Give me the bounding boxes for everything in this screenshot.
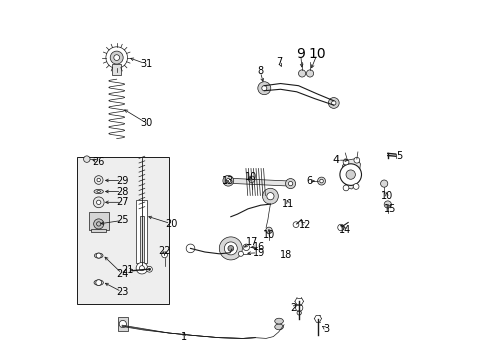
Text: 27: 27 (116, 197, 129, 207)
Bar (77, 157, 168, 304)
Circle shape (331, 101, 335, 105)
Circle shape (96, 280, 102, 285)
Circle shape (319, 179, 323, 183)
Text: 12: 12 (298, 220, 310, 230)
Text: 28: 28 (117, 186, 129, 197)
Bar (91, 229, 106, 232)
Circle shape (136, 262, 147, 274)
Circle shape (292, 222, 298, 228)
Text: 13: 13 (222, 176, 234, 186)
Ellipse shape (274, 324, 283, 330)
Text: 9: 9 (296, 47, 305, 61)
Circle shape (94, 219, 103, 229)
Circle shape (186, 244, 194, 253)
Circle shape (298, 70, 305, 77)
Ellipse shape (274, 318, 283, 324)
Text: 1: 1 (181, 332, 187, 342)
Circle shape (266, 193, 273, 200)
Ellipse shape (94, 189, 103, 194)
Text: 23: 23 (117, 287, 129, 297)
Circle shape (139, 266, 144, 271)
Circle shape (148, 268, 150, 270)
Circle shape (337, 224, 344, 231)
Circle shape (110, 51, 123, 64)
Circle shape (83, 156, 90, 162)
Text: 20: 20 (165, 219, 178, 229)
Bar (89, 212, 108, 230)
Bar (136, 200, 147, 263)
Text: 21: 21 (122, 265, 134, 275)
Text: 16: 16 (252, 242, 264, 252)
Text: 10: 10 (263, 230, 275, 240)
Text: 30: 30 (140, 118, 152, 128)
Circle shape (238, 251, 243, 256)
Text: 31: 31 (140, 59, 152, 69)
Text: 11: 11 (282, 199, 294, 210)
Circle shape (262, 188, 278, 204)
Text: 10: 10 (380, 191, 392, 201)
Circle shape (96, 200, 101, 204)
Polygon shape (333, 101, 335, 105)
Text: 15: 15 (384, 204, 396, 214)
Circle shape (146, 266, 152, 272)
Bar (118, 317, 127, 331)
Text: 19: 19 (252, 248, 264, 258)
Text: 7: 7 (276, 57, 282, 67)
Circle shape (352, 184, 358, 189)
Circle shape (328, 98, 339, 108)
Circle shape (93, 197, 104, 208)
Circle shape (380, 180, 387, 187)
Polygon shape (342, 158, 360, 189)
Text: 10: 10 (244, 172, 256, 183)
Circle shape (106, 47, 127, 68)
Text: 4: 4 (332, 155, 339, 165)
Text: 8: 8 (256, 66, 263, 76)
Circle shape (96, 253, 101, 258)
Text: 22: 22 (158, 246, 170, 256)
Circle shape (94, 176, 103, 184)
Circle shape (225, 179, 230, 183)
Text: 5: 5 (395, 150, 402, 161)
Circle shape (317, 177, 325, 185)
Circle shape (224, 242, 237, 255)
Circle shape (384, 201, 390, 208)
Text: 10: 10 (308, 47, 325, 61)
Circle shape (339, 164, 361, 185)
Text: 24: 24 (117, 269, 129, 279)
Circle shape (285, 179, 295, 189)
Circle shape (265, 227, 272, 234)
Circle shape (306, 70, 313, 77)
Text: 14: 14 (339, 225, 351, 235)
Circle shape (257, 82, 270, 95)
Circle shape (346, 170, 355, 179)
Text: 17: 17 (245, 237, 257, 247)
Circle shape (219, 237, 242, 260)
Text: 3: 3 (323, 324, 328, 334)
Ellipse shape (94, 280, 103, 285)
Text: 18: 18 (279, 250, 291, 260)
Circle shape (261, 86, 266, 91)
Text: 6: 6 (305, 176, 312, 186)
Circle shape (97, 178, 100, 182)
Bar (112, 64, 121, 75)
Text: 25: 25 (116, 215, 129, 225)
Circle shape (162, 252, 167, 258)
Circle shape (248, 176, 254, 183)
Circle shape (114, 55, 120, 60)
Circle shape (343, 159, 348, 165)
Circle shape (288, 181, 292, 186)
Ellipse shape (97, 190, 101, 192)
Polygon shape (227, 178, 290, 186)
Circle shape (243, 244, 249, 251)
Circle shape (343, 185, 348, 191)
Circle shape (223, 175, 233, 186)
Circle shape (353, 157, 359, 163)
Text: 29: 29 (117, 176, 129, 186)
Text: 26: 26 (92, 157, 104, 167)
Bar (140, 216, 144, 263)
Circle shape (227, 246, 233, 251)
Text: 2: 2 (290, 303, 296, 313)
Circle shape (119, 320, 126, 328)
Ellipse shape (94, 253, 103, 258)
